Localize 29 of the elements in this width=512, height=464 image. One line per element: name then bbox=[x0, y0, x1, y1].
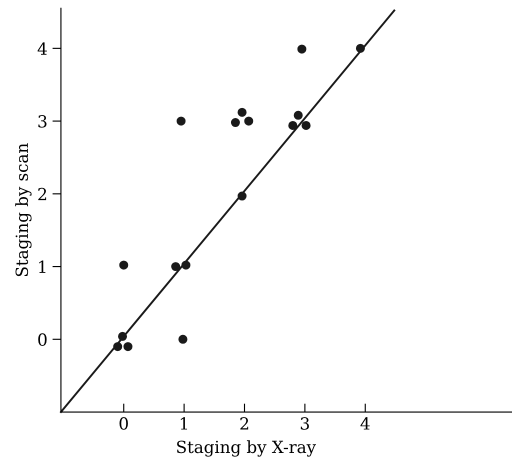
point bbox=[176, 116, 186, 126]
point bbox=[288, 120, 298, 130]
point bbox=[297, 44, 306, 54]
point bbox=[171, 262, 180, 272]
y-tick-label: 3 bbox=[38, 115, 46, 128]
y-tick-label: 1 bbox=[39, 260, 46, 273]
point bbox=[238, 192, 247, 201]
point bbox=[113, 342, 122, 352]
point bbox=[118, 332, 128, 341]
x-axis-title: Staging by X-ray bbox=[177, 440, 316, 457]
point bbox=[230, 118, 240, 128]
x-tick-label: 2 bbox=[240, 417, 248, 430]
x-tick-label: 1 bbox=[180, 417, 188, 430]
y-axis-title: Staging by scan bbox=[15, 143, 32, 276]
point bbox=[294, 110, 303, 120]
point bbox=[356, 44, 365, 53]
point bbox=[119, 260, 128, 270]
point bbox=[244, 116, 254, 126]
x-tick-label: 0 bbox=[120, 417, 128, 430]
point bbox=[123, 342, 132, 352]
y-tick-label: 0 bbox=[38, 333, 47, 346]
point bbox=[238, 108, 247, 117]
point bbox=[178, 334, 188, 344]
x-tick-label: 3 bbox=[300, 417, 309, 430]
y-tick-label: 4 bbox=[38, 42, 47, 55]
point bbox=[302, 120, 311, 130]
x-tick-label: 4 bbox=[360, 417, 370, 430]
point bbox=[181, 260, 190, 270]
y-tick-label: 2 bbox=[38, 188, 46, 200]
